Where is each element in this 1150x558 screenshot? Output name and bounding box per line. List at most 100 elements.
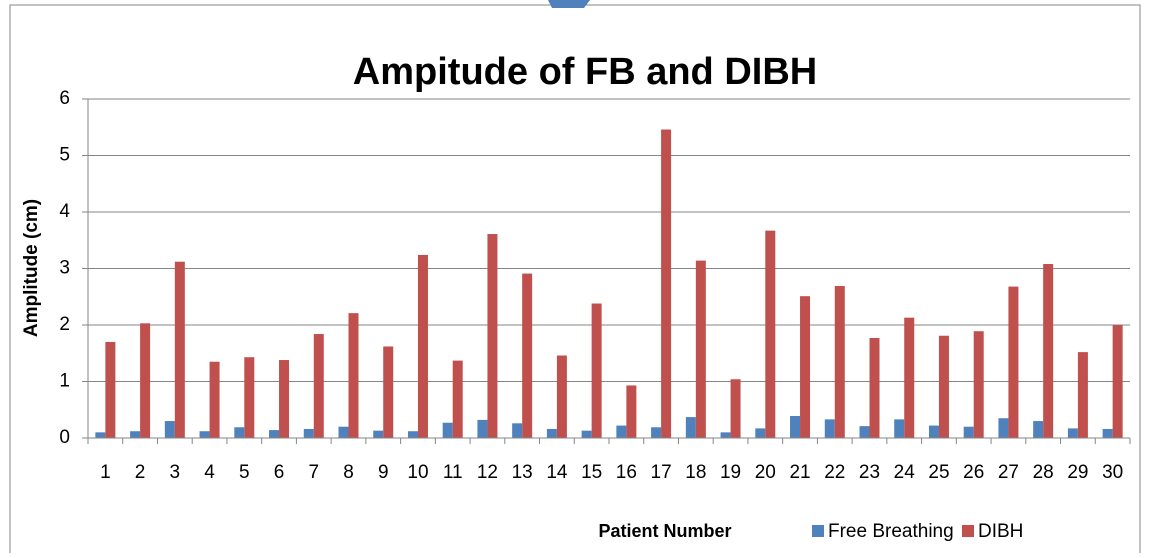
bar [1102, 428, 1113, 438]
bar [95, 432, 106, 438]
bar [894, 419, 905, 438]
bar [407, 431, 418, 438]
bar [904, 317, 915, 438]
bar [730, 379, 741, 438]
x-tick-label: 3 [170, 462, 181, 483]
bar [348, 313, 359, 438]
bar [800, 296, 811, 438]
bar [755, 428, 766, 438]
x-tick-label: 22 [824, 462, 845, 483]
x-tick-label: 4 [204, 462, 215, 483]
bar [338, 426, 349, 438]
chart-title: Ampitude of FB and DIBH [353, 51, 817, 93]
x-tick-label: 19 [720, 462, 741, 483]
x-tick-label: 1 [100, 462, 111, 483]
bar [1112, 325, 1123, 438]
legend-label: Free Breathing [828, 521, 954, 542]
bar [651, 427, 662, 438]
bar [626, 385, 637, 438]
x-tick-label: 12 [477, 462, 498, 483]
bar [581, 430, 592, 438]
bar [417, 254, 428, 438]
x-tick-label: 13 [512, 462, 533, 483]
bar [199, 431, 210, 438]
bar [512, 423, 523, 438]
bar [591, 303, 602, 438]
bar [1077, 352, 1088, 438]
bar [442, 422, 453, 438]
bar [928, 425, 939, 438]
bar [452, 360, 463, 438]
bar [174, 261, 185, 438]
bar [164, 421, 175, 438]
x-tick-label: 17 [651, 462, 672, 483]
x-tick-label: 16 [616, 462, 637, 483]
x-tick-label: 21 [789, 462, 810, 483]
bar [973, 331, 984, 438]
x-tick-label: 10 [407, 462, 428, 483]
x-tick-label: 30 [1102, 462, 1123, 483]
bar [105, 341, 116, 438]
bar [869, 337, 880, 438]
x-tick-label: 25 [928, 462, 949, 483]
x-tick-label: 28 [1033, 462, 1054, 483]
x-axis-label: Patient Number [598, 521, 731, 541]
bar [383, 346, 394, 438]
bar [373, 430, 384, 438]
x-tick-label: 5 [239, 462, 250, 483]
bar [998, 418, 1009, 438]
bar [695, 260, 706, 438]
page-decoration [548, 0, 590, 8]
bar [765, 230, 776, 438]
bar [209, 361, 220, 438]
bar [279, 360, 290, 438]
x-tick-label: 23 [859, 462, 880, 483]
y-tick-label: 5 [59, 145, 70, 166]
bar [303, 428, 314, 438]
x-tick-label: 6 [274, 462, 285, 483]
x-tick-label: 27 [998, 462, 1019, 483]
bar [963, 426, 974, 438]
x-tick-label: 15 [581, 462, 602, 483]
bar [269, 430, 280, 438]
x-tick-label: 29 [1067, 462, 1088, 483]
x-tick-label: 20 [755, 462, 776, 483]
bar [1043, 263, 1054, 438]
x-tick-label: 9 [378, 462, 389, 483]
y-tick-label: 6 [59, 88, 70, 109]
bar [1008, 286, 1019, 438]
bar [234, 427, 245, 438]
x-tick-label: 2 [135, 462, 146, 483]
x-tick-label: 24 [894, 462, 916, 483]
bar [487, 234, 498, 438]
legend-swatch [962, 525, 974, 537]
bar [130, 431, 141, 438]
legend-swatch [812, 525, 824, 537]
x-tick-label: 14 [546, 462, 568, 483]
x-tick-label: 8 [343, 462, 354, 483]
bar [522, 273, 533, 438]
y-tick-label: 0 [59, 427, 70, 448]
legend-label: DIBH [978, 521, 1023, 542]
bar [859, 426, 870, 438]
y-tick-label: 3 [59, 258, 70, 279]
x-tick-label: 7 [308, 462, 319, 483]
bar [1033, 421, 1044, 438]
y-axis-label: Amplitude (cm) [21, 199, 42, 337]
bar [1067, 428, 1078, 438]
x-tick-label: 18 [685, 462, 706, 483]
bar [834, 286, 845, 438]
y-tick-label: 1 [59, 371, 70, 392]
x-tick-label: 26 [963, 462, 984, 483]
bar [790, 415, 801, 438]
y-tick-label: 4 [59, 201, 70, 222]
bar [313, 334, 324, 438]
chart-frame [9, 4, 1141, 558]
bar [685, 417, 696, 438]
y-tick-label: 2 [59, 314, 70, 335]
bar [824, 419, 835, 438]
bar [720, 432, 731, 438]
bar [244, 357, 255, 438]
